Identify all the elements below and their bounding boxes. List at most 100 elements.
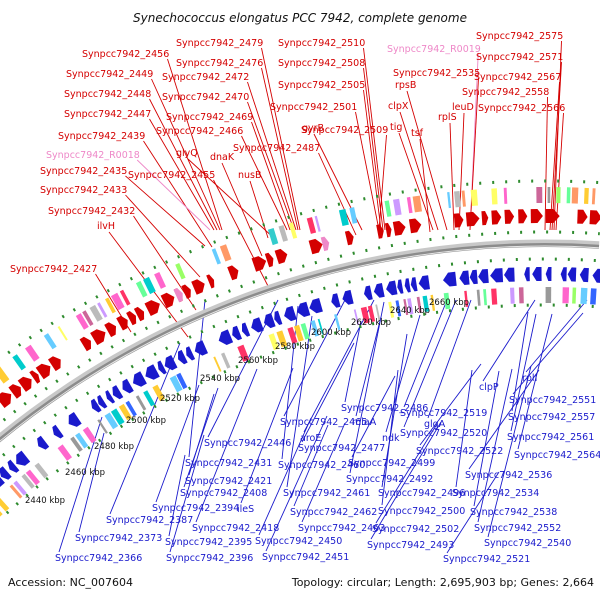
leader-line <box>247 81 297 231</box>
gene-label: Synpcc7942_2427 <box>10 264 97 275</box>
function-block <box>75 313 89 330</box>
leader-line <box>482 299 536 382</box>
function-block <box>219 244 232 262</box>
leader-line <box>344 320 362 403</box>
gene-label: Synpcc7942_2538 <box>470 507 557 518</box>
function-block <box>287 326 298 344</box>
leader-line <box>355 316 382 417</box>
gene-label: Synpcc7942_2432 <box>48 206 135 217</box>
forward-gene-arrow <box>144 300 160 316</box>
reverse-gene-arrow <box>284 305 297 322</box>
map-title: Synechococcus elongatus PCC 7942, comple… <box>133 11 467 25</box>
function-block <box>135 395 147 411</box>
gene-label: Synpcc7942_2450 <box>255 536 342 547</box>
function-block <box>430 294 436 311</box>
function-block <box>388 301 395 318</box>
function-block <box>97 302 108 318</box>
function-block <box>221 352 231 369</box>
function-block <box>143 390 155 407</box>
forward-gene-arrow <box>160 292 175 309</box>
forward-gene-arrow <box>35 363 51 380</box>
reverse-gene-arrow <box>264 313 276 329</box>
reverse-gene-arrow <box>0 476 5 487</box>
reverse-gene-arrow <box>592 268 600 283</box>
function-block <box>476 289 481 306</box>
gene-label: glyQ <box>176 148 198 159</box>
function-block <box>0 511 3 517</box>
gene-label: Synpcc7942_2564 <box>514 450 600 461</box>
function-block <box>403 299 409 316</box>
forward-gene-arrow <box>577 209 588 224</box>
gene-label: clpX <box>388 101 409 112</box>
leader-line <box>149 118 215 231</box>
leader-line <box>125 194 201 278</box>
forward-gene-arrow <box>545 209 560 223</box>
forward-gene-arrow <box>465 211 480 227</box>
gene-label: Synpcc7942_2552 <box>474 523 561 534</box>
forward-gene-arrow <box>384 222 392 238</box>
function-block <box>110 292 125 311</box>
reverse-gene-arrow <box>364 285 373 301</box>
gene-label: rplS <box>438 112 457 123</box>
function-block <box>314 215 321 232</box>
function-block <box>367 305 376 322</box>
reverse-gene-arrow <box>386 280 398 296</box>
gene-label: Synpcc7942_2447 <box>64 109 151 120</box>
function-block <box>211 248 221 265</box>
reverse-gene-arrow <box>112 385 124 400</box>
gene-label: Synpcc7942_2455 <box>128 170 215 181</box>
leader-line <box>551 61 562 231</box>
gene-label: Synpcc7942_2534 <box>452 488 539 499</box>
gene-label: Synpcc7942_2373 <box>75 533 162 544</box>
reverse-gene-arrow <box>37 435 50 450</box>
gene-label: Synpcc7942_2472 <box>162 72 249 83</box>
function-block <box>491 188 498 205</box>
function-block <box>82 426 97 444</box>
leader-line <box>449 122 455 231</box>
function-block <box>57 444 72 461</box>
gene-label: Synpcc7942_2431 <box>185 458 272 469</box>
gene-label: Synpcc7942_2499 <box>348 458 435 469</box>
leader-line <box>487 365 532 538</box>
reverse-gene-arrow <box>194 340 208 356</box>
reverse-gene-arrow <box>309 298 323 314</box>
gene-label: Synpcc7942_2561 <box>507 432 594 443</box>
reverse-gene-arrow <box>68 412 82 427</box>
reverse-gene-arrow <box>52 424 64 439</box>
gene-label: Synpcc7942_2395 <box>165 537 252 548</box>
leader-line <box>136 159 211 231</box>
leader-line <box>188 299 206 458</box>
function-block <box>562 287 570 304</box>
gene-label: Synpcc7942_2493 <box>367 540 454 551</box>
gene-label: Synpcc7942_2387 <box>106 515 193 526</box>
function-block <box>591 188 596 205</box>
leader-line <box>555 112 564 231</box>
gene-label: glgA <box>424 419 446 430</box>
forward-gene-arrow <box>251 256 267 272</box>
function-block <box>0 366 10 384</box>
gene-label: Synpcc7942_2396 <box>166 553 253 564</box>
scale-tick-label: 2540 kbp <box>200 374 240 384</box>
gene-label: Synpcc7942_2366 <box>55 553 142 564</box>
reverse-gene-arrow <box>122 378 134 394</box>
leader-line <box>249 180 269 239</box>
forward-gene-arrow <box>181 284 191 299</box>
track-border-2 <box>0 257 599 460</box>
forward-gene-arrow <box>530 209 543 224</box>
function-block <box>571 187 579 204</box>
leader-line <box>240 367 294 504</box>
gene-features <box>0 187 600 517</box>
gene-label: Synpcc7942_2536 <box>465 470 552 481</box>
gene-label: Synpcc7942_2519 <box>400 408 487 419</box>
leader-line <box>293 424 329 507</box>
forward-gene-arrow <box>504 209 515 224</box>
function-block <box>443 292 451 310</box>
leader-line <box>399 111 439 231</box>
leader-line <box>281 305 299 460</box>
function-block <box>454 191 461 208</box>
genome-backbone <box>0 243 600 443</box>
function-block <box>422 295 430 312</box>
function-block <box>461 190 466 207</box>
function-block <box>590 288 597 305</box>
function-block <box>572 287 577 304</box>
